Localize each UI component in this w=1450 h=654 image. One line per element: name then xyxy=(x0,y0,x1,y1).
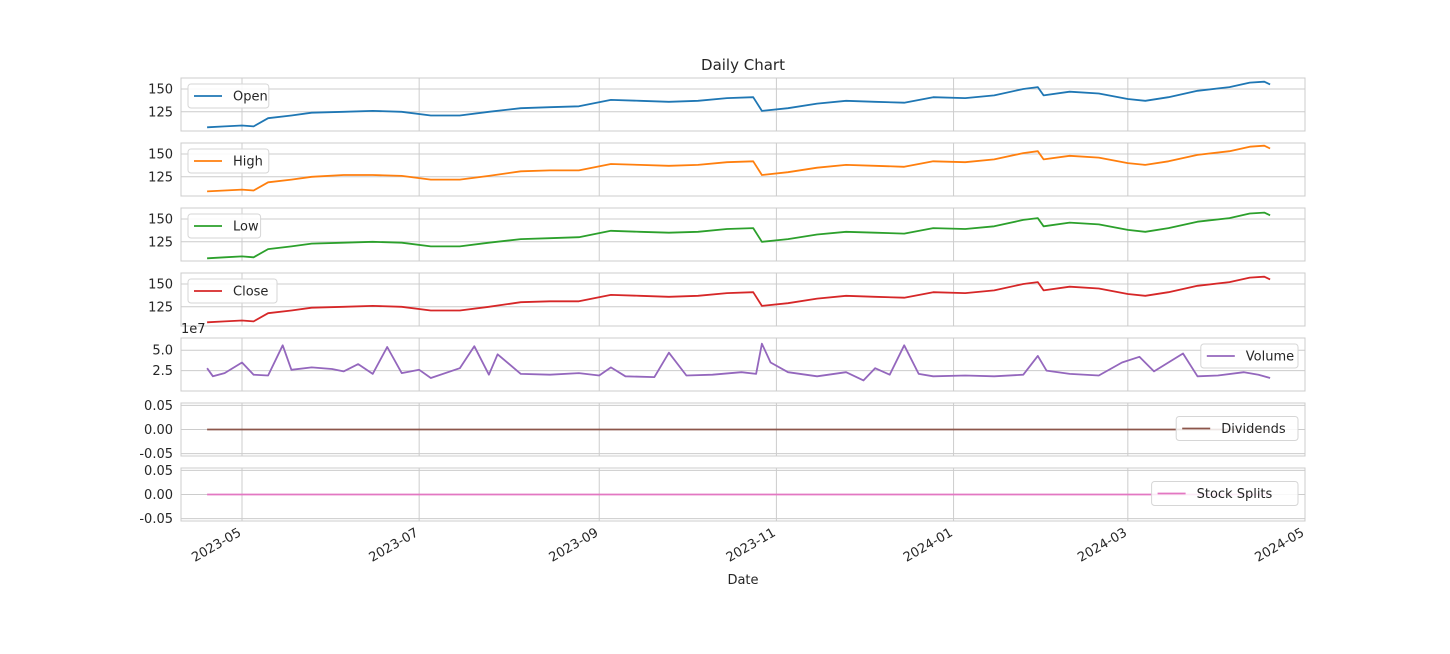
legend-stock-splits: Stock Splits xyxy=(1151,481,1299,506)
legend-close: Close xyxy=(187,278,278,304)
legend-box xyxy=(1151,481,1299,506)
axes-frame xyxy=(180,142,1306,197)
legend-box xyxy=(187,213,262,239)
y-tick-label: 150 xyxy=(148,82,173,97)
series-line-high xyxy=(207,144,1271,193)
y-tick-label: 0.00 xyxy=(144,488,173,503)
axes-frame xyxy=(180,77,1306,132)
legend-open: Open xyxy=(187,83,270,109)
legend-label: Low xyxy=(233,220,259,235)
y-tick-label: -0.05 xyxy=(139,447,173,462)
panel-close: 125 150 Close xyxy=(148,272,1306,327)
panel-volume: 2.5 5.0 1e7 Volume xyxy=(152,322,1306,392)
y-tick-label: 5.0 xyxy=(152,344,173,359)
y-tick-label: 125 xyxy=(148,235,173,250)
x-tick-label: 2023-05 xyxy=(189,525,244,565)
y-tick-label: 150 xyxy=(148,277,173,292)
y-tick-label: 0.00 xyxy=(144,423,173,438)
y-tick-label: 125 xyxy=(148,300,173,315)
x-axis-label: Date xyxy=(727,573,758,588)
x-tick-label: 2023-09 xyxy=(547,525,602,565)
legend-high: High xyxy=(187,148,270,174)
axes-frame xyxy=(180,272,1306,327)
axes-frame xyxy=(180,467,1306,522)
y-tick-label: 125 xyxy=(148,170,173,185)
y-tick-label: 125 xyxy=(148,105,173,120)
axes-frame xyxy=(180,337,1306,392)
legend-dividends: Dividends xyxy=(1175,416,1299,441)
legend-low: Low xyxy=(187,213,262,239)
legend-label: Stock Splits xyxy=(1197,487,1273,502)
panel-dividends: 0.05 0.00 -0.05 Dividends xyxy=(139,399,1306,462)
legend-label: Volume xyxy=(1246,350,1294,365)
x-tick-label: 2024-05 xyxy=(1252,525,1307,565)
y-tick-label: 0.05 xyxy=(144,464,173,479)
x-tick-label: 2023-07 xyxy=(367,525,422,565)
axes-frame xyxy=(180,402,1306,457)
panel-low: 125 150 Low xyxy=(148,207,1306,262)
axes-frame xyxy=(180,207,1306,262)
y-tick-label: 2.5 xyxy=(152,364,173,379)
series-line-close xyxy=(207,275,1271,324)
legend-box xyxy=(1200,343,1299,369)
series-line-open xyxy=(207,80,1271,129)
legend-box xyxy=(1175,416,1299,441)
y-tick-label: 150 xyxy=(148,212,173,227)
series-line-volume xyxy=(206,342,1271,382)
y-tick-label: -0.05 xyxy=(139,512,173,527)
x-tick-label: 2023-11 xyxy=(724,525,779,565)
legend-label: High xyxy=(233,155,263,170)
legend-box xyxy=(187,148,270,174)
series-line-low xyxy=(207,211,1271,260)
chart-title: Daily Chart xyxy=(701,56,785,74)
legend-label: Close xyxy=(233,285,268,300)
legend-volume: Volume xyxy=(1200,343,1299,369)
panel-high: 125 150 High xyxy=(148,142,1306,197)
y-tick-label: 150 xyxy=(148,147,173,162)
y-tick-label: 0.05 xyxy=(144,399,173,414)
x-tick-label: 2024-03 xyxy=(1075,525,1130,565)
legend-label: Open xyxy=(233,90,268,105)
y-offset-label: 1e7 xyxy=(181,322,206,337)
legend-box xyxy=(187,83,270,109)
x-tick-label: 2024-01 xyxy=(901,525,956,565)
legend-box xyxy=(187,278,278,304)
panel-open: 125 150 Open xyxy=(148,77,1306,132)
legend-label: Dividends xyxy=(1221,422,1286,437)
panel-stock-splits: 0.05 0.00 -0.05 Stock Splits xyxy=(139,464,1306,527)
